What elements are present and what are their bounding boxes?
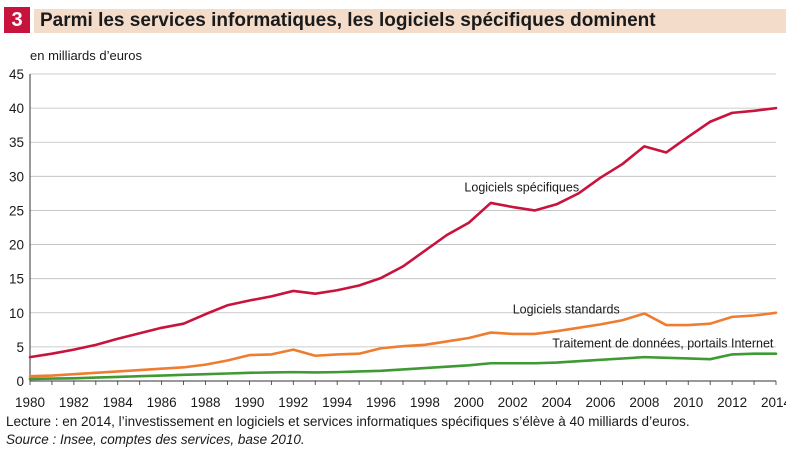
x-tick-label: 1996: [366, 395, 396, 410]
x-tick-label: 2006: [585, 395, 615, 410]
series-label-logiciels-specifiques: Logiciels spécifiques: [464, 180, 579, 194]
y-tick-label: 35: [9, 135, 24, 150]
x-tick-label: 1994: [322, 395, 353, 410]
y-tick-label: 20: [9, 238, 24, 253]
x-tick-label: 1998: [410, 395, 440, 410]
y-tick-label: 40: [9, 101, 24, 116]
line-logiciels-standards: [28, 311, 778, 378]
figure-number-badge: 3: [4, 7, 30, 33]
x-tick-label: 2012: [717, 395, 747, 410]
chart-header: 3 Parmi les services informatiques, les …: [0, 0, 786, 40]
line-chart: 0 5 10 15 20 25 30 35 40 45 1980 1982 1984 1986 1988 19…: [9, 67, 786, 410]
x-tick-label: 1984: [103, 395, 134, 410]
x-tick-label: 1990: [234, 395, 264, 410]
y-tick-label: 45: [9, 67, 24, 82]
x-tick-label: 1992: [278, 395, 308, 410]
chart-title: Parmi les services informatiques, les lo…: [40, 10, 656, 31]
x-tick-label: 2014: [761, 395, 786, 410]
x-tick-label: 1988: [191, 395, 221, 410]
y-tick-label: 25: [9, 203, 24, 218]
series-label-traitement-donnees: Traitement de données, portails Internet: [552, 337, 774, 351]
x-tick-label: 2008: [629, 395, 659, 410]
y-tick-label: 30: [9, 169, 24, 184]
y-tick-label: 10: [9, 306, 24, 321]
title-band: [34, 9, 786, 33]
reading-note: Lecture : en 2014, l’investissement en l…: [6, 414, 690, 429]
x-tick-label: 1986: [147, 395, 177, 410]
x-tick-label: 1980: [15, 395, 45, 410]
y-tick-label: 5: [16, 340, 24, 355]
y-tick-label: 15: [9, 272, 24, 287]
x-tick-label: 1982: [59, 395, 89, 410]
x-tick-label: 2004: [542, 395, 573, 410]
y-axis-unit-label: en milliards d’euros: [30, 48, 142, 63]
y-tick-label: 0: [16, 374, 24, 389]
x-tick-label: 2010: [673, 395, 703, 410]
line-logiciels-specifiques: [28, 106, 778, 359]
x-tick-label: 2002: [498, 395, 528, 410]
line-traitement-donnees: [28, 352, 778, 381]
x-tick-label: 2000: [454, 395, 484, 410]
source-note: Source : Insee, comptes des services, ba…: [6, 432, 305, 447]
series-label-logiciels-standards: Logiciels standards: [513, 302, 620, 316]
